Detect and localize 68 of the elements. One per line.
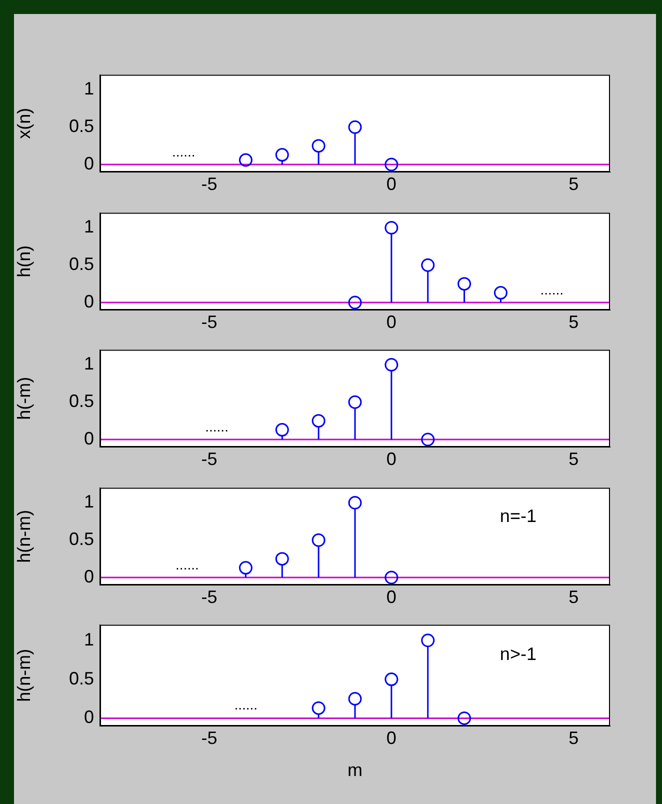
- annotation: n>-1: [500, 644, 536, 664]
- point: [312, 532, 326, 546]
- point: [494, 286, 508, 300]
- annotation: ......: [172, 143, 196, 160]
- point: [384, 158, 398, 172]
- y-tick-label: 1: [84, 78, 94, 99]
- x-tick-label: 0: [386, 586, 396, 606]
- y-axis-title: h(n): [14, 244, 34, 277]
- point: [421, 432, 435, 446]
- point: [312, 139, 326, 153]
- x-tick-label: -5: [201, 311, 218, 332]
- point: [384, 672, 398, 686]
- point: [312, 701, 326, 715]
- y-tick-label: 0: [84, 566, 94, 586]
- point: [348, 692, 362, 706]
- point: [384, 220, 398, 234]
- annotation: ......: [176, 556, 199, 572]
- y-tick-label: 0.5: [68, 254, 94, 274]
- point: [458, 276, 472, 290]
- y-tick-label: 0: [84, 290, 94, 311]
- point: [312, 414, 326, 428]
- point: [348, 295, 362, 309]
- point: [238, 153, 252, 167]
- annotation: ......: [234, 696, 258, 713]
- y-tick-label: 0.5: [68, 391, 94, 412]
- point: [384, 358, 398, 372]
- point: [275, 423, 289, 437]
- x-tick-label: 0: [386, 174, 396, 194]
- x-tick-label: -5: [201, 448, 218, 469]
- y-tick-label: 1: [84, 629, 94, 650]
- y-tick-label: 1: [84, 354, 94, 374]
- x-tick-label: 5: [568, 174, 579, 194]
- y-tick-label: 0: [84, 428, 94, 448]
- point: [348, 496, 362, 510]
- point: [421, 634, 435, 648]
- x-tick-label: 0: [386, 311, 396, 332]
- y-axis-title: h(n-m): [14, 509, 34, 562]
- point: [384, 570, 398, 584]
- point: [238, 560, 252, 574]
- y-axis-title: h(n-m): [14, 648, 34, 702]
- annotation: ......: [540, 280, 564, 297]
- point: [275, 552, 289, 566]
- y-tick-label: 0: [84, 153, 94, 174]
- point: [275, 148, 289, 162]
- x-tick-label: 5: [568, 728, 579, 748]
- x-tick-label: 0: [386, 448, 396, 469]
- y-axis-title: h(-m): [14, 376, 34, 420]
- annotation: ......: [205, 418, 228, 434]
- x-tick-label: 5: [568, 586, 579, 606]
- y-tick-label: 0.5: [68, 668, 94, 688]
- y-tick-label: 1: [84, 491, 94, 512]
- annotation: n=-1: [500, 505, 536, 526]
- x-tick-label: 5: [568, 311, 579, 332]
- y-tick-label: 0.5: [68, 528, 94, 549]
- x-tick-label: -5: [201, 728, 218, 748]
- point: [421, 258, 435, 272]
- x-tick-label: 0: [386, 728, 396, 748]
- x-tick-label: -5: [201, 174, 218, 194]
- y-tick-label: 0: [84, 707, 94, 728]
- x-tick-label: 5: [568, 448, 579, 469]
- point: [348, 395, 362, 409]
- point: [458, 711, 472, 725]
- y-axis-title: x(n): [14, 108, 34, 139]
- point: [348, 120, 362, 134]
- y-tick-label: 1: [84, 216, 94, 236]
- y-tick-label: 0.5: [68, 116, 94, 136]
- x-axis-title: m: [348, 760, 362, 780]
- x-tick-label: -5: [201, 586, 218, 606]
